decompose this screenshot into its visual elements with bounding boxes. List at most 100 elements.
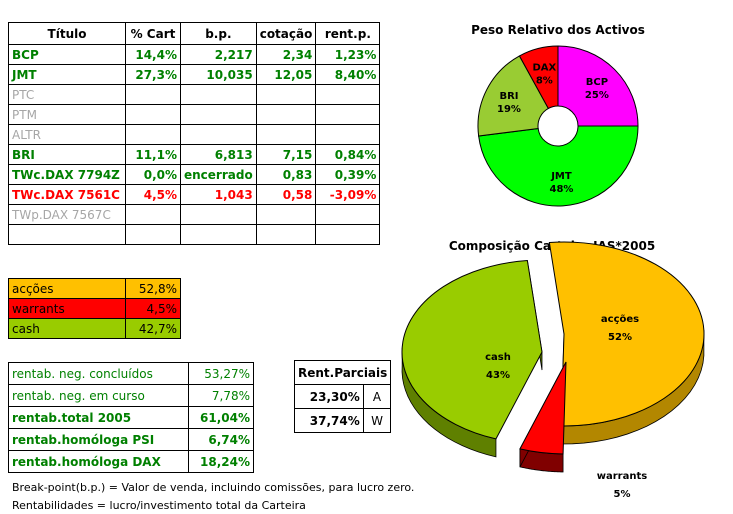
pie3d-chart: Composição Carteira JAS*2005 acções52%wa… [401, 239, 705, 500]
holding-value: 2,34 [255, 44, 317, 65]
holding-value: 6,813 [180, 144, 257, 165]
returns-value: 53,27% [188, 362, 254, 385]
holdings-row: ALTR [8, 124, 381, 145]
composition-body: acções 52,8% warrants 4,5% cash 42,7% [8, 278, 181, 339]
holdings-table: Título % Cart b.p. cotação rent.p. BCP 14… [8, 22, 381, 245]
donut-slice-jmt [478, 125, 639, 207]
holding-value [255, 84, 317, 105]
holding-value: 0,83 [255, 164, 317, 185]
holdings-row: BRI 11,1% 6,813 7,15 0,84% [8, 144, 381, 165]
holding-value [125, 104, 181, 125]
returns-row: rentab.homóloga PSI 6,74% [8, 428, 254, 451]
holding-value [180, 124, 257, 145]
holding-value [125, 204, 181, 225]
returns-row: rentab.homóloga DAX 18,24% [8, 450, 254, 473]
holding-name: PTC [8, 84, 126, 105]
partials-value: 23,30% [294, 384, 364, 409]
composition-row: cash 42,7% [8, 318, 181, 339]
partials-header-row: Rent.Parciais [293, 360, 392, 385]
partials-row: 23,30% A [294, 384, 392, 409]
donut-label-value: 8% [536, 76, 553, 87]
partials-row: 37,74% W [294, 408, 392, 433]
holding-value [315, 224, 381, 245]
holdings-row: PTM [8, 104, 381, 125]
holding-value: 1,043 [180, 184, 257, 205]
holding-value [125, 224, 181, 245]
pie3d-label-value: 52% [608, 332, 632, 343]
holding-value: 12,05 [255, 64, 317, 85]
composition-label: cash [8, 318, 126, 339]
holdings-header-row: Título % Cart b.p. cotação rent.p. [8, 22, 381, 45]
holdings-row [8, 224, 381, 245]
holdings-row: BCP 14,4% 2,217 2,34 1,23% [8, 44, 381, 65]
holding-value [255, 124, 317, 145]
col-header-cotacao: cotação [255, 22, 317, 45]
donut-chart-title: Peso Relativo dos Activos [471, 23, 645, 37]
holding-name: PTM [8, 104, 126, 125]
composition-value: 52,8% [125, 278, 181, 299]
holding-value [315, 204, 381, 225]
holding-value: 0,84% [315, 144, 381, 165]
returns-value: 7,78% [188, 384, 254, 407]
holding-value [315, 84, 381, 105]
donut-label-value: 19% [497, 104, 521, 115]
holding-name: ALTR [8, 124, 126, 145]
returns-label: rentab.homóloga DAX [8, 450, 189, 473]
holding-value [125, 124, 181, 145]
holding-value: 2,217 [180, 44, 257, 65]
composition-row: warrants 4,5% [8, 298, 181, 319]
donut-chart: Peso Relativo dos Activos BCP 25% JMT 48% BR… [471, 23, 645, 207]
partials-table: Rent.Parciais 23,30% A 37,74% W [293, 360, 392, 433]
holding-value: encerrado [180, 164, 257, 185]
holdings-row: TWc.DAX 7561C 4,5% 1,043 0,58 -3,09% [8, 184, 381, 205]
partials-title: Rent.Parciais [293, 360, 392, 385]
col-header-bp: b.p. [180, 22, 257, 45]
holding-value [180, 84, 257, 105]
pie3d-label-name: warrants [597, 471, 647, 482]
returns-label: rentab. neg. em curso [8, 384, 189, 407]
donut-label-name: DAX [532, 63, 556, 74]
composition-label: acções [8, 278, 126, 299]
donut-slice-dax [518, 45, 559, 110]
note-break-point: Break-point(b.p.) = Valor de venda, incl… [12, 481, 415, 494]
holding-value: -3,09% [315, 184, 381, 205]
pie3d-label-value: 43% [486, 370, 510, 381]
holding-value: 4,5% [125, 184, 181, 205]
returns-table: rentab. neg. concluídos 53,27% rentab. neg… [8, 362, 254, 473]
donut-label-name: BRI [499, 91, 518, 102]
donut-label-name: BCP [586, 77, 608, 88]
note-rentabilidades: Rentabilidades = lucro/investimento tota… [12, 499, 306, 512]
holding-value: 10,035 [180, 64, 257, 85]
returns-body: rentab. neg. concluídos 53,27% rentab. neg… [8, 362, 254, 473]
holding-name: BCP [8, 44, 126, 65]
col-header-pct-cart: % Cart [125, 22, 181, 45]
holding-value [315, 124, 381, 145]
holding-name: TWc.DAX 7794Z [8, 164, 126, 185]
holding-value: 0,58 [255, 184, 317, 205]
composition-label: warrants [8, 298, 126, 319]
holding-name: TWc.DAX 7561C [8, 184, 126, 205]
pie3d-slice-1 [519, 361, 567, 455]
partials-body: 23,30% A 37,74% W [294, 384, 392, 433]
partials-code: A [362, 384, 392, 409]
returns-label: rentab.total 2005 [8, 406, 189, 429]
holding-value: 0,0% [125, 164, 181, 185]
holding-value: 0,39% [315, 164, 381, 185]
pie3d-label-name: acções [601, 314, 639, 325]
partials-code: W [362, 408, 392, 433]
holding-name [8, 224, 126, 245]
holding-value: 7,15 [255, 144, 317, 165]
composition-row: acções 52,8% [8, 278, 181, 299]
holding-value: 14,4% [125, 44, 181, 65]
returns-row: rentab. neg. concluídos 53,27% [8, 362, 254, 385]
returns-row: rentab. neg. em curso 7,78% [8, 384, 254, 407]
col-header-titulo: Título [8, 22, 126, 45]
holding-value [125, 84, 181, 105]
composition-table: acções 52,8% warrants 4,5% cash 42,7% [8, 278, 181, 339]
pie3d-label-name: cash [485, 352, 511, 363]
holding-value [255, 104, 317, 125]
holding-value: 27,3% [125, 64, 181, 85]
holding-name: BRI [8, 144, 126, 165]
holding-value: 8,40% [315, 64, 381, 85]
holding-value: 1,23% [315, 44, 381, 65]
